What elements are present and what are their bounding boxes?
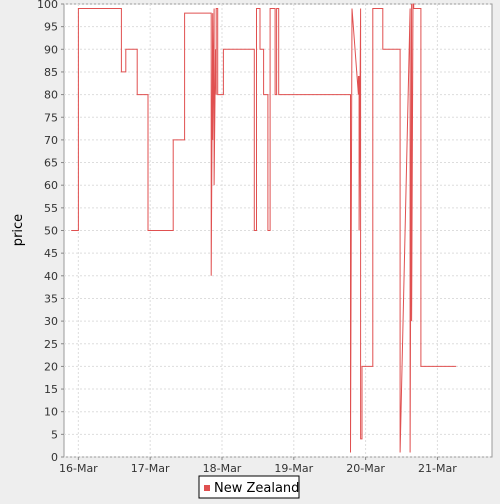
y-tick-label: 5 [51, 428, 58, 441]
y-tick-label: 40 [44, 270, 58, 283]
y-tick-label: 55 [44, 202, 58, 215]
y-tick-label: 45 [44, 247, 58, 260]
legend[interactable]: New Zealand [198, 475, 300, 499]
y-tick-label: 90 [44, 43, 58, 56]
y-tick-label: 10 [44, 406, 58, 419]
y-tick-label: 100 [37, 0, 58, 11]
x-tick-label: 18-Mar [203, 462, 242, 475]
y-tick-label: 50 [44, 225, 58, 238]
y-tick-label: 35 [44, 292, 58, 305]
x-tick-label: 20-Mar [346, 462, 385, 475]
y-tick-label: 95 [44, 21, 58, 34]
y-tick-label: 65 [44, 157, 58, 170]
y-axis-label: price [11, 214, 26, 246]
x-axis: 16-Mar 17-Mar 18-Mar 19-Mar 20-Mar 21-Mar [59, 457, 457, 475]
legend-label: New Zealand [214, 481, 299, 496]
x-tick-label: 17-Mar [131, 462, 170, 475]
y-axis: 0 5 10 15 20 25 30 35 40 45 50 55 60 65 70 75 80 85 90 95 10… [37, 0, 64, 464]
x-tick-label: 19-Mar [274, 462, 313, 475]
y-tick-label: 85 [44, 66, 58, 79]
y-tick-label: 60 [44, 179, 58, 192]
y-tick-label: 75 [44, 111, 58, 124]
series-group [71, 3, 457, 453]
y-tick-label: 0 [51, 451, 58, 464]
x-tick-label: 21-Mar [418, 462, 457, 475]
y-tick-label: 25 [44, 338, 58, 351]
y-tick-label: 20 [44, 360, 58, 373]
series-line-0 [71, 3, 457, 453]
y-tick-label: 15 [44, 383, 58, 396]
y-tick-label: 80 [44, 89, 58, 102]
y-tick-label: 70 [44, 134, 58, 147]
legend-swatch [204, 485, 210, 491]
x-tick-label: 16-Mar [59, 462, 98, 475]
y-tick-label: 30 [44, 315, 58, 328]
legend-box [198, 475, 300, 499]
